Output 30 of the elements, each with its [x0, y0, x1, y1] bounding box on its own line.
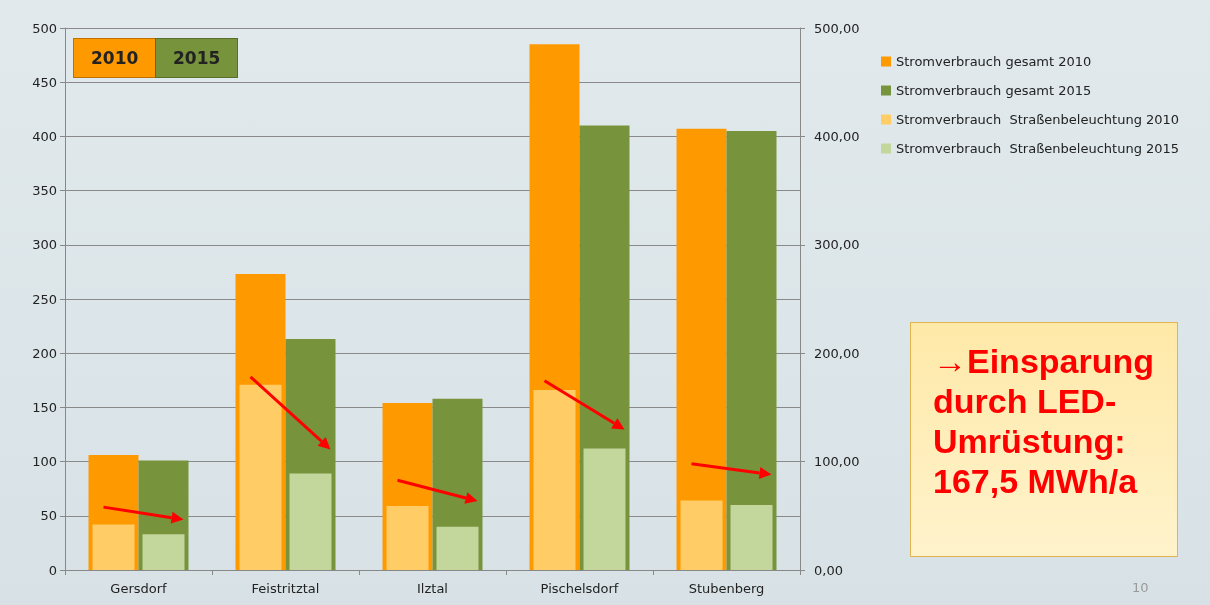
y2-tick-label: 100,00	[814, 454, 860, 470]
y-tick-label: 50	[40, 508, 57, 524]
text: 10	[1132, 580, 1149, 595]
y-tick-label: 100	[32, 454, 57, 470]
y-tick-label: 250	[32, 291, 57, 307]
y-tick-label: 150	[32, 399, 57, 415]
y2-tick-label: 200,00	[814, 345, 860, 361]
x-tick-label: Ilztal	[417, 581, 448, 596]
y-tick-label: 0	[48, 562, 57, 578]
legend-label: Stromverbrauch gesamt 2010	[896, 54, 1092, 69]
y-tick-label: 200	[32, 345, 57, 361]
y-tick-label: 400	[32, 128, 57, 144]
legend-label: Stromverbrauch gesamt 2015	[896, 83, 1092, 98]
y-tick-label: 350	[32, 183, 57, 199]
x-tick-label: Pischelsdorf	[540, 581, 619, 596]
y-tick-label: 450	[32, 74, 57, 90]
text: →Einsparung durch LED-Umrüstung: 167,5 MWh/a	[910, 322, 1178, 557]
y2-tick-label: 0,00	[814, 562, 843, 578]
x-tick-label: Stubenberg	[688, 581, 765, 596]
annotation: 2010	[73, 38, 157, 78]
x-tick-label: Feistritztal	[251, 581, 320, 596]
legend-label: Stromverbrauch Straßenbeleuchtung 2010	[896, 112, 1180, 127]
y2-tick-label: 500,00	[814, 20, 860, 36]
annotation: 2015	[155, 38, 239, 78]
x-tick-label: Gersdorf	[110, 581, 168, 596]
y-tick-label: 300	[32, 237, 57, 253]
y2-tick-label: 400,00	[814, 128, 860, 144]
y2-tick-label: 300,00	[814, 237, 860, 253]
y-tick-label: 500	[32, 20, 57, 36]
legend-label: Stromverbrauch Straßenbeleuchtung 2015	[896, 141, 1180, 156]
